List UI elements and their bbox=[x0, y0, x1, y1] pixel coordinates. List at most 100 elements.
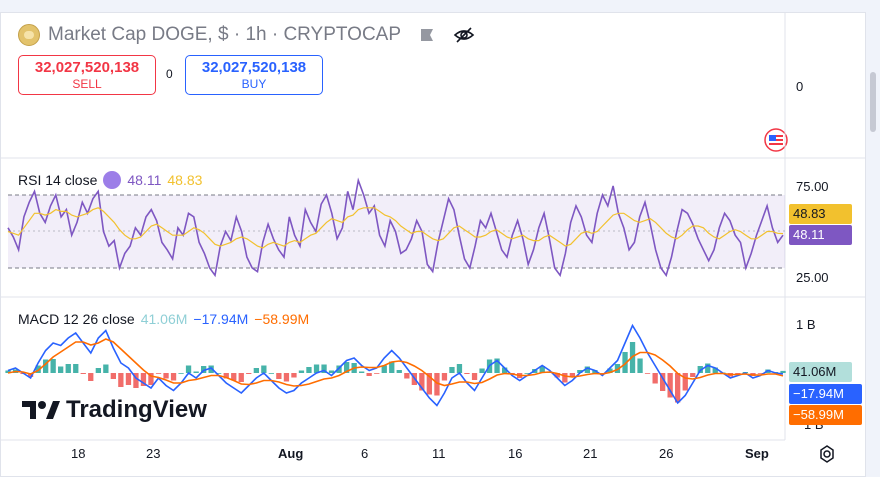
macd-histogram-bar bbox=[336, 365, 342, 373]
macd-histogram-bar bbox=[569, 373, 575, 377]
macd-histogram-bar bbox=[80, 373, 86, 374]
macd-histogram-bar bbox=[344, 362, 350, 373]
macd-histogram-bar bbox=[306, 367, 312, 373]
macd-histogram-bar bbox=[118, 373, 124, 387]
rsi-legend[interactable]: RSI 14 close 48.11 48.83 bbox=[18, 171, 202, 189]
main-axis-zero: 0 bbox=[796, 79, 804, 94]
macd-legend[interactable]: MACD 12 26 close 41.06M −17.94M −58.99M bbox=[18, 311, 309, 327]
macd-histogram-bar bbox=[735, 373, 741, 374]
macd-histogram-bar bbox=[291, 373, 297, 378]
rsi-ma-line bbox=[7, 207, 784, 249]
macd-histogram-bar bbox=[660, 373, 666, 391]
macd-histogram-bar bbox=[434, 373, 440, 396]
currency-flag-icon[interactable] bbox=[764, 128, 788, 152]
macd-histogram-bar bbox=[554, 373, 560, 378]
macd-histogram-bar bbox=[697, 366, 703, 373]
right-scrollbar[interactable] bbox=[866, 12, 880, 477]
macd-histogram-bar bbox=[607, 368, 613, 373]
macd-histogram-bar bbox=[261, 365, 267, 373]
tradingview-logo[interactable]: TradingView bbox=[22, 396, 207, 424]
macd-histogram-bar bbox=[712, 367, 718, 373]
x-tick-label: 6 bbox=[361, 446, 369, 461]
macd-histogram-bar bbox=[381, 365, 387, 373]
macd-histogram-bar bbox=[283, 373, 290, 382]
macd-histogram-bar bbox=[419, 373, 425, 391]
macd-histogram-bar bbox=[622, 352, 628, 373]
macd-histogram-bar bbox=[298, 370, 305, 373]
buy-label: BUY bbox=[241, 77, 267, 91]
signal-line bbox=[7, 338, 784, 387]
macd-histogram-bar bbox=[539, 366, 545, 373]
rsi-band bbox=[8, 195, 785, 268]
macd-histogram-bar bbox=[193, 371, 199, 373]
macd-histogram-bar bbox=[614, 364, 621, 373]
macd-histogram-bar bbox=[133, 373, 139, 388]
rsi-tag: 48.11 bbox=[789, 225, 852, 245]
macd-histogram-bar bbox=[366, 373, 372, 376]
macd-histogram-bar bbox=[682, 373, 688, 391]
flag-icon[interactable] bbox=[419, 27, 435, 43]
macd-histogram-bar bbox=[43, 359, 49, 373]
macd-histogram-bar bbox=[95, 368, 101, 373]
macd-histogram-bar bbox=[238, 373, 244, 382]
macd-histogram-bar bbox=[201, 366, 207, 373]
rsi-series-group bbox=[7, 177, 784, 278]
macd-legend-value: −17.94M bbox=[193, 311, 249, 327]
macd-histogram-bar bbox=[148, 373, 154, 385]
macd-histogram-bar bbox=[5, 370, 11, 373]
macd-hist-legend-value: 41.06M bbox=[140, 311, 188, 327]
spread-value: 0 bbox=[166, 67, 173, 81]
x-tick-label: Aug bbox=[278, 446, 304, 461]
macd-histogram-bar bbox=[494, 358, 500, 373]
macd-histogram-bar bbox=[110, 373, 116, 379]
macd-histogram-bar bbox=[231, 373, 237, 381]
buy-button[interactable]: 32,027,520,138 BUY bbox=[185, 55, 323, 95]
rsi-tick-75: 75.00 bbox=[796, 179, 829, 194]
sync-icon[interactable] bbox=[103, 171, 122, 189]
eye-slash-icon[interactable] bbox=[453, 24, 475, 46]
scroll-thumb[interactable] bbox=[870, 72, 876, 132]
macd-histogram-bar bbox=[328, 370, 335, 373]
macd-title: MACD 12 26 close bbox=[18, 311, 135, 327]
macd-histogram-bar bbox=[667, 373, 673, 398]
macd-histogram-bar bbox=[644, 373, 651, 374]
macd-histogram-bar bbox=[216, 373, 222, 374]
macd-histogram-bar bbox=[27, 373, 34, 377]
macd-histogram-bar bbox=[426, 373, 432, 395]
macd-histogram-bar bbox=[223, 373, 229, 379]
chart-header: Market Cap DOGE, $ · 1h · CRYPTOCAP bbox=[18, 22, 475, 48]
x-tick-label: Sep bbox=[745, 446, 769, 461]
rsi-title: RSI 14 close bbox=[18, 172, 98, 188]
sell-price: 32,027,520,138 bbox=[34, 59, 140, 76]
macd-histogram-bar bbox=[389, 361, 395, 373]
rsi-legend-value: 48.11 bbox=[127, 172, 162, 188]
macd-histogram-bar bbox=[178, 373, 184, 374]
macd-line bbox=[7, 323, 784, 407]
macd-tag: −17.94M bbox=[789, 384, 862, 404]
macd-histogram-bar bbox=[321, 364, 327, 373]
macd-histogram-bar bbox=[65, 364, 71, 373]
sell-button[interactable]: 32,027,520,138 SELL bbox=[18, 55, 156, 95]
macd-histogram-bar bbox=[502, 367, 508, 373]
macd-histogram-bar bbox=[170, 373, 177, 381]
symbol-title[interactable]: Market Cap DOGE, $ · 1h · CRYPTOCAP bbox=[48, 24, 402, 45]
macd-histogram-bar bbox=[125, 373, 132, 385]
settings-gear-icon[interactable] bbox=[817, 444, 837, 464]
macd-histogram-bar bbox=[441, 373, 448, 381]
macd-series-group bbox=[5, 323, 786, 407]
macd-histogram-bar bbox=[404, 373, 410, 379]
macd-histogram-bar bbox=[464, 373, 470, 374]
macd-histogram-bar bbox=[757, 373, 764, 374]
macd-histogram-bar bbox=[592, 370, 598, 373]
macd-histogram-bar bbox=[313, 364, 320, 373]
x-tick-label: 11 bbox=[432, 446, 446, 461]
rsi-line bbox=[7, 177, 784, 278]
x-tick-label: 18 bbox=[71, 446, 86, 461]
macd-histogram-bar bbox=[359, 371, 365, 373]
macd-histogram-bar bbox=[268, 373, 274, 374]
signal-tag: −58.99M bbox=[789, 405, 862, 425]
macd-histogram-bar bbox=[103, 364, 109, 373]
macd-histogram-bar bbox=[584, 366, 590, 373]
macd-histogram-bar bbox=[208, 365, 214, 373]
